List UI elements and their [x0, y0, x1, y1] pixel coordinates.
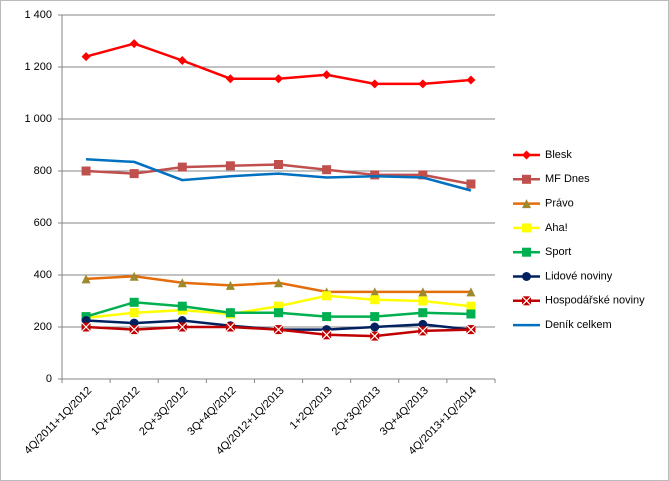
y-tick-label: 0: [46, 373, 52, 385]
y-tick-label: 400: [34, 269, 52, 281]
legend-label: Hospodářské noviny: [545, 295, 645, 307]
marker: [177, 301, 187, 311]
marker: [225, 322, 236, 332]
marker-cross: [225, 322, 236, 332]
legend-label: Lidové noviny: [545, 270, 613, 282]
marker: [274, 278, 283, 288]
y-tick-label: 800: [34, 165, 52, 177]
marker: [322, 312, 332, 322]
y-tick-label: 1 200: [24, 61, 52, 73]
marker: [466, 287, 476, 297]
marker: [522, 150, 531, 160]
marker-cross: [273, 324, 284, 335]
marker: [417, 325, 428, 336]
y-tick-label: 200: [34, 321, 52, 333]
marker: [418, 170, 428, 180]
marker: [466, 324, 476, 335]
marker: [466, 75, 476, 85]
marker: [81, 52, 91, 62]
y-tick-label: 1 000: [24, 113, 52, 125]
legend-label: MF Dnes: [545, 173, 590, 185]
marker: [273, 324, 284, 335]
marker-cross: [177, 322, 188, 332]
marker-cross: [521, 295, 532, 306]
marker: [274, 301, 283, 311]
marker: [177, 162, 187, 172]
series-line: [85, 158, 472, 192]
marker: [418, 287, 428, 297]
marker: [177, 278, 187, 288]
marker-cross: [466, 324, 476, 335]
marker: [274, 160, 283, 169]
legend-label: Deník celkem: [545, 319, 612, 331]
marker: [418, 296, 428, 306]
y-tick-label: 1 400: [24, 9, 52, 21]
marker: [225, 308, 235, 318]
marker: [369, 331, 380, 342]
marker: [274, 308, 283, 318]
marker: [522, 247, 531, 257]
marker: [225, 161, 235, 171]
marker-cross: [81, 322, 91, 332]
marker-cross: [417, 325, 428, 336]
marker: [129, 324, 140, 335]
marker: [522, 174, 531, 184]
marker: [81, 274, 91, 284]
marker: [370, 79, 380, 89]
marker: [522, 223, 531, 233]
legend-label: Sport: [545, 246, 571, 258]
marker-cross: [369, 331, 380, 342]
marker: [81, 322, 91, 332]
legend-label: Aha!: [545, 222, 568, 234]
marker: [177, 322, 188, 332]
marker: [370, 170, 380, 180]
marker: [370, 287, 380, 297]
marker: [370, 295, 380, 305]
marker: [466, 179, 476, 189]
marker: [466, 309, 476, 319]
marker: [321, 329, 332, 340]
marker: [81, 166, 91, 176]
marker: [225, 280, 235, 290]
marker: [129, 169, 139, 179]
marker: [322, 291, 332, 301]
marker: [522, 272, 531, 281]
marker: [466, 301, 476, 311]
marker: [129, 308, 139, 318]
marker-cross: [129, 324, 140, 335]
legend-label: Právo: [545, 198, 574, 210]
marker: [370, 312, 380, 322]
marker: [322, 70, 332, 80]
legend-label: Blesk: [545, 149, 572, 161]
marker: [418, 79, 428, 89]
marker: [521, 295, 532, 306]
marker-cross: [321, 329, 332, 340]
marker: [129, 271, 139, 281]
marker: [225, 74, 235, 84]
y-tick-label: 600: [34, 217, 52, 229]
marker: [274, 74, 283, 84]
marker: [177, 56, 187, 65]
marker: [129, 297, 139, 307]
marker: [522, 199, 531, 209]
marker: [418, 308, 428, 318]
marker: [322, 165, 332, 175]
marker: [129, 39, 139, 49]
marker: [370, 322, 380, 332]
